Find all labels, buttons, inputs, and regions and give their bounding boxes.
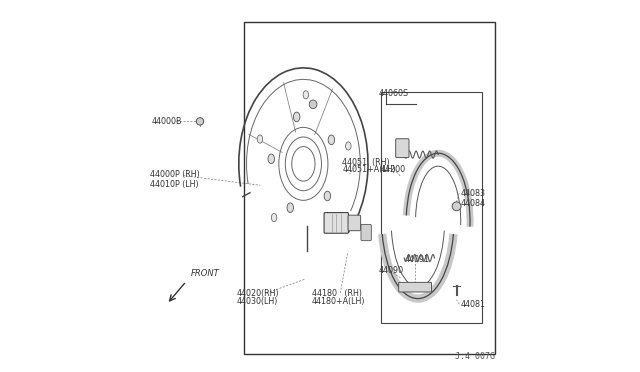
Ellipse shape	[257, 135, 262, 143]
Ellipse shape	[326, 218, 332, 226]
Circle shape	[196, 118, 204, 125]
FancyBboxPatch shape	[324, 212, 348, 233]
Ellipse shape	[268, 154, 275, 164]
Text: J:4 007G: J:4 007G	[456, 352, 495, 361]
Ellipse shape	[324, 191, 331, 201]
Bar	[244, 22, 495, 354]
Text: 44090: 44090	[379, 266, 404, 275]
Text: 44020(RH): 44020(RH)	[237, 289, 280, 298]
Text: 44180   (RH): 44180 (RH)	[312, 289, 362, 298]
Text: 44081: 44081	[460, 300, 485, 309]
Ellipse shape	[328, 135, 335, 145]
Circle shape	[452, 202, 461, 211]
Text: 44030(LH): 44030(LH)	[237, 297, 278, 306]
Text: FRONT: FRONT	[191, 269, 220, 278]
Ellipse shape	[346, 142, 351, 150]
Text: 44010P (LH): 44010P (LH)	[150, 180, 199, 189]
Text: 44091: 44091	[405, 255, 430, 264]
Ellipse shape	[293, 112, 300, 122]
Text: 44051  (RH): 44051 (RH)	[342, 157, 390, 167]
FancyBboxPatch shape	[399, 282, 431, 292]
Ellipse shape	[303, 91, 308, 99]
Text: 44180+A(LH): 44180+A(LH)	[312, 297, 365, 306]
FancyBboxPatch shape	[348, 215, 360, 231]
Text: 44051+A(LH): 44051+A(LH)	[342, 165, 396, 174]
Text: 44000B: 44000B	[152, 117, 182, 126]
Ellipse shape	[287, 203, 294, 212]
FancyBboxPatch shape	[396, 139, 409, 158]
Ellipse shape	[309, 100, 317, 109]
Bar	[381, 92, 483, 323]
Text: 44083: 44083	[460, 189, 485, 198]
Text: 44060S: 44060S	[378, 89, 408, 98]
Text: 44200: 44200	[381, 165, 406, 174]
Text: 44000P (RH): 44000P (RH)	[150, 170, 200, 179]
Ellipse shape	[271, 214, 277, 222]
Text: 44084: 44084	[460, 199, 485, 208]
FancyBboxPatch shape	[361, 224, 371, 241]
